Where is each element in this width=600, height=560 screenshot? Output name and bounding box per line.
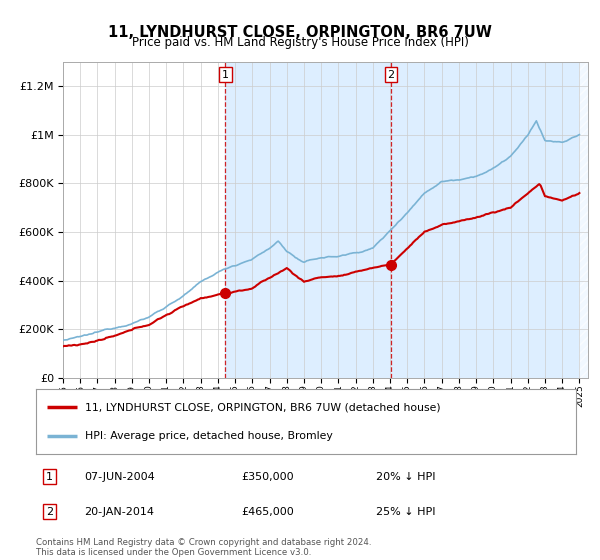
Text: 2: 2 — [46, 507, 53, 517]
Text: Contains HM Land Registry data © Crown copyright and database right 2024.
This d: Contains HM Land Registry data © Crown c… — [36, 538, 371, 557]
Text: 07-JUN-2004: 07-JUN-2004 — [85, 472, 155, 482]
Text: HPI: Average price, detached house, Bromley: HPI: Average price, detached house, Brom… — [85, 431, 332, 441]
Text: 11, LYNDHURST CLOSE, ORPINGTON, BR6 7UW (detached house): 11, LYNDHURST CLOSE, ORPINGTON, BR6 7UW … — [85, 402, 440, 412]
Text: 11, LYNDHURST CLOSE, ORPINGTON, BR6 7UW: 11, LYNDHURST CLOSE, ORPINGTON, BR6 7UW — [108, 25, 492, 40]
Text: 25% ↓ HPI: 25% ↓ HPI — [376, 507, 436, 517]
Text: £350,000: £350,000 — [241, 472, 294, 482]
Text: 1: 1 — [222, 69, 229, 80]
Text: 2: 2 — [388, 69, 394, 80]
Text: Price paid vs. HM Land Registry's House Price Index (HPI): Price paid vs. HM Land Registry's House … — [131, 36, 469, 49]
Bar — [391, 62, 588, 378]
Bar — [580, 62, 588, 378]
Text: 20% ↓ HPI: 20% ↓ HPI — [376, 472, 436, 482]
Bar — [226, 62, 391, 378]
Text: 20-JAN-2014: 20-JAN-2014 — [85, 507, 155, 517]
Text: 1: 1 — [46, 472, 53, 482]
Text: £465,000: £465,000 — [241, 507, 294, 517]
